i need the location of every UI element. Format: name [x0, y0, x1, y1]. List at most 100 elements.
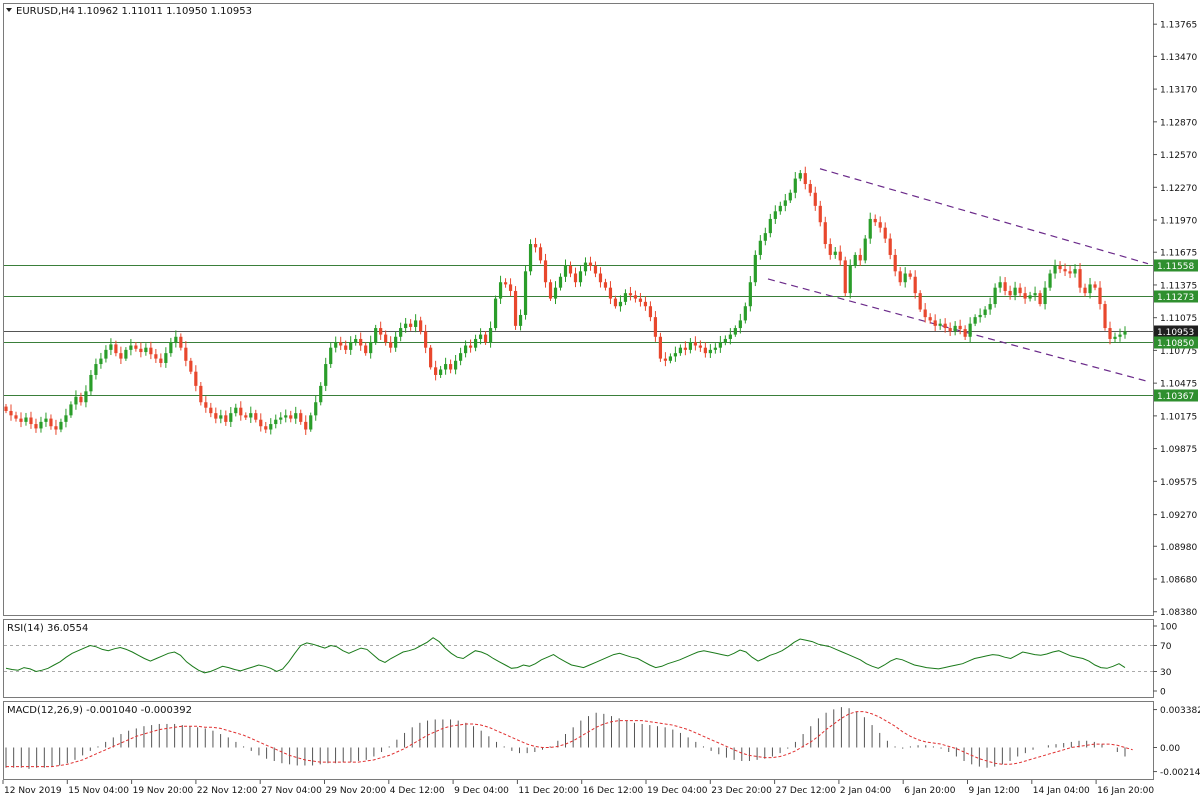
candle-bear — [608, 287, 613, 299]
candle-bull — [763, 233, 767, 241]
candle-bear — [159, 358, 163, 363]
price-tick-label: 1.13470 — [1160, 53, 1197, 63]
candle-bear — [429, 347, 433, 368]
candle-bull — [528, 244, 533, 272]
candle-bull — [334, 342, 338, 348]
candle-bear — [663, 358, 668, 361]
candle-bear — [698, 345, 702, 348]
candle-bull — [1053, 265, 1057, 274]
candle-bull — [768, 218, 772, 234]
candle-bull — [733, 328, 737, 335]
candle-bull — [174, 336, 178, 343]
symbol-dropdown-arrow-icon[interactable] — [6, 8, 12, 12]
candle-bear — [34, 424, 38, 429]
candle-bull — [1118, 334, 1122, 337]
candle-bull — [903, 273, 907, 283]
price-tick-label: 1.08980 — [1160, 543, 1197, 553]
candle-bull — [783, 200, 787, 206]
candle-bear — [933, 320, 937, 326]
price-tick-label: 1.10775 — [1160, 347, 1197, 357]
candle-bear — [1063, 269, 1067, 272]
candle-bull — [618, 301, 623, 307]
time-tick-label: 11 Dec 20:00 — [518, 786, 579, 796]
time-tick-label: 2 Jan 04:00 — [840, 786, 892, 796]
candle-bear — [918, 293, 922, 310]
candle-bear — [119, 353, 123, 359]
candle-bull — [968, 323, 972, 337]
candle-bull — [124, 349, 128, 359]
candle-bear — [593, 265, 598, 274]
time-tick-label: 27 Nov 04:00 — [261, 786, 322, 796]
candle-bull — [144, 347, 148, 353]
price-tick-label: 1.09270 — [1160, 511, 1197, 521]
price-tick-label: 1.13765 — [1160, 21, 1197, 31]
candle-bull — [778, 205, 782, 212]
candle-bear — [823, 222, 827, 245]
candle-bear — [409, 323, 413, 327]
level-price-text: 1.10850 — [1157, 339, 1194, 349]
candle-bear — [818, 205, 822, 223]
candle-bull — [1088, 284, 1092, 294]
candle-bull — [718, 342, 722, 348]
level-price-box — [1154, 389, 1198, 402]
candle-bear — [828, 244, 832, 255]
candle-bear — [139, 348, 143, 353]
price-tick-label: 1.11375 — [1160, 281, 1197, 291]
candle-bull — [64, 415, 68, 422]
price-tick-label: 1.08380 — [1160, 608, 1197, 618]
candle-bear — [424, 331, 428, 348]
price-tick-label: 1.12870 — [1160, 118, 1197, 128]
candle-bear — [908, 273, 912, 277]
price-tick-label: 1.12570 — [1160, 151, 1197, 161]
price-tick-label: 1.10475 — [1160, 380, 1197, 390]
candle-bull — [309, 415, 313, 430]
candle-bear — [214, 413, 218, 419]
candle-bear — [194, 371, 198, 386]
candle-bear — [199, 385, 203, 403]
candle-bear — [379, 328, 383, 335]
candle-bear — [588, 262, 593, 266]
candle-bear — [1018, 287, 1022, 294]
candle-bull — [498, 282, 503, 299]
macd-tick-label: 0.003382 — [1160, 706, 1200, 716]
candle-bull — [1048, 273, 1052, 288]
candle-bear — [29, 417, 33, 425]
candle-bull — [354, 338, 358, 343]
candle-bull — [938, 323, 942, 326]
time-tick-label: 16 Jan 20:00 — [1097, 786, 1154, 796]
candle-bear — [683, 347, 687, 350]
level-price-text: 1.10953 — [1157, 328, 1194, 338]
candle-bear — [1023, 293, 1027, 299]
candle-bull — [94, 364, 98, 375]
candle-bull — [414, 320, 418, 327]
candle-bear — [573, 273, 578, 283]
macd-indicator — [5, 707, 1133, 769]
candle-bear — [923, 309, 927, 318]
candle-bear — [508, 284, 513, 291]
candle-bear — [543, 260, 548, 283]
macd-tick-label: -0.002144 — [1160, 768, 1200, 778]
price-tick-label: 1.11675 — [1160, 249, 1197, 259]
candle-bull — [723, 338, 727, 343]
candle-bull — [164, 353, 168, 363]
candle-bear — [204, 402, 208, 408]
candle-bull — [349, 342, 353, 350]
time-tick-label: 9 Dec 04:00 — [454, 786, 509, 796]
candle-bear — [1008, 290, 1012, 296]
candle-bear — [224, 415, 228, 422]
candle-bull — [444, 364, 448, 370]
level-price-box — [1154, 336, 1198, 349]
candle-bear — [603, 282, 608, 288]
level-price-box — [1154, 290, 1198, 303]
candle-bear — [883, 227, 887, 239]
time-tick-label: 19 Nov 20:00 — [133, 786, 194, 796]
candle-bear — [483, 334, 488, 343]
candle-bear — [813, 192, 817, 206]
candle-bull — [953, 325, 957, 332]
macd-signal-line — [6, 711, 1133, 768]
candle-bear — [928, 317, 932, 321]
candle-bear — [538, 247, 543, 261]
candle-bear — [638, 298, 643, 302]
